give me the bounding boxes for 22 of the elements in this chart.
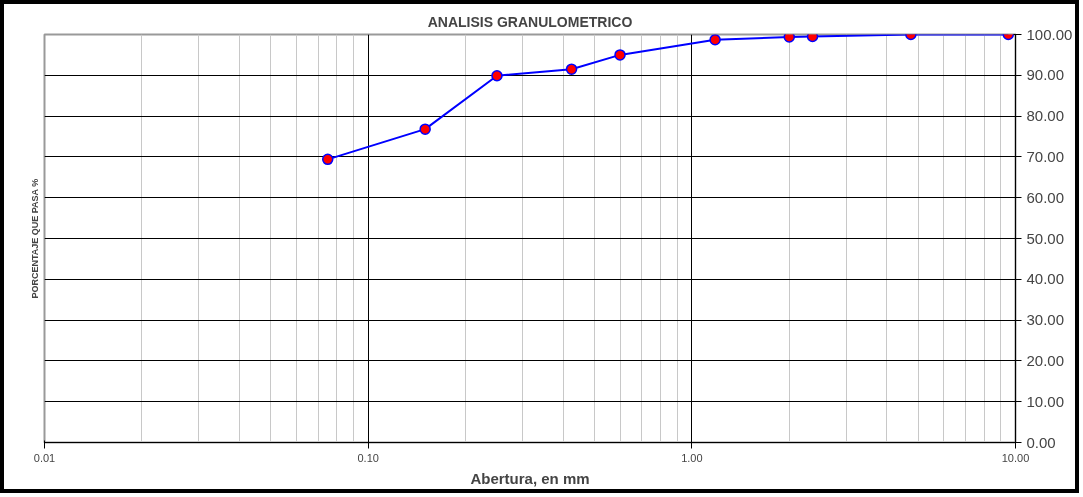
y-tick-label: 90.00 xyxy=(1026,66,1065,84)
point xyxy=(491,69,503,82)
y-tick-label: 30.00 xyxy=(1026,311,1065,329)
point xyxy=(419,123,431,135)
y-axis-title: PORCENTAJE QUE PASA % xyxy=(29,178,40,299)
y-tick-label: 0.00 xyxy=(1026,433,1056,451)
x-tick-label: 10.00 xyxy=(1001,451,1030,464)
y-tick-label: 10.00 xyxy=(1026,392,1065,410)
chart-title: ANALISIS GRANULOMETRICO xyxy=(427,13,633,30)
y-tick-label: 100.00 xyxy=(1026,25,1073,43)
x-axis-title: Abertura, en mm xyxy=(470,469,590,487)
y-tick-label: 80.00 xyxy=(1026,107,1065,125)
y-tick-label: 20.00 xyxy=(1026,351,1065,369)
y-tick-label: 60.00 xyxy=(1026,188,1065,206)
point xyxy=(565,63,578,75)
y-tick-label: 70.00 xyxy=(1026,147,1065,165)
x-tick-label: 1.00 xyxy=(681,451,703,464)
y-tick-label: 40.00 xyxy=(1026,270,1065,288)
point xyxy=(709,34,721,46)
x-tick-label: 0.01 xyxy=(33,451,56,464)
y-tick-label: 50.00 xyxy=(1026,229,1065,247)
x-tick-label: 0.10 xyxy=(357,451,379,464)
